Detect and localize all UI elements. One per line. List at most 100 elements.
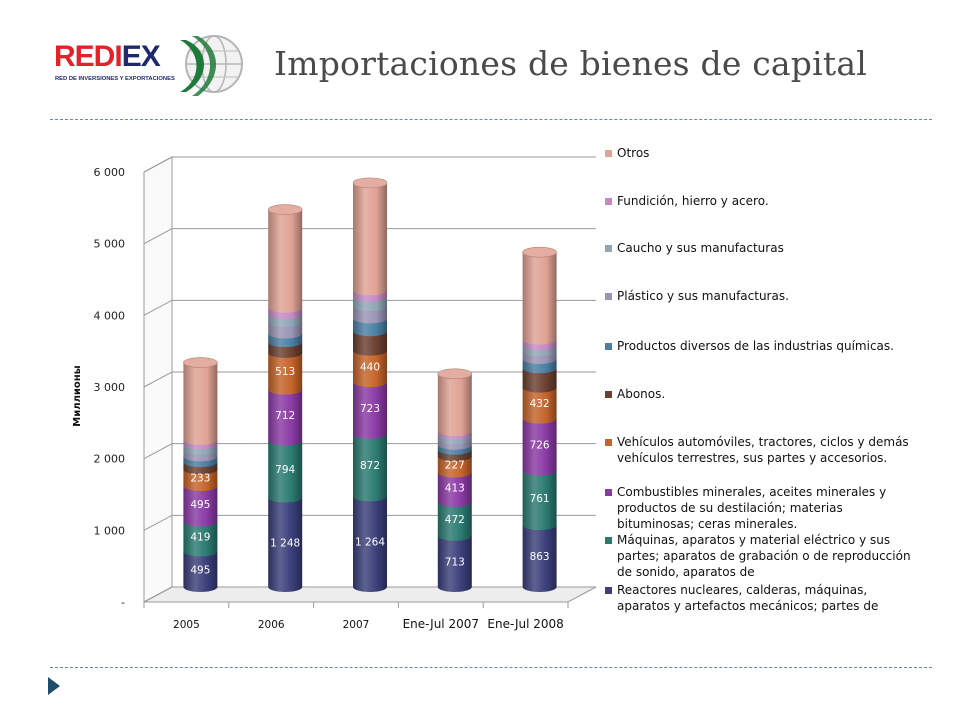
bar-top-cap xyxy=(522,246,557,258)
bar-segment xyxy=(522,525,557,592)
y-tick-label: 3 000 xyxy=(94,381,126,394)
legend-label: Fundición, hierro y acero. xyxy=(617,194,769,208)
bar-segment xyxy=(522,252,557,345)
bar-segment xyxy=(353,496,387,592)
data-label: 432 xyxy=(530,398,550,410)
legend-swatch xyxy=(605,150,612,157)
legend-label: Plástico y sus manufacturas. xyxy=(617,289,789,303)
bar-segment xyxy=(268,497,303,592)
bar-segment xyxy=(437,472,472,508)
bar-segment xyxy=(268,440,303,503)
y-tick-label: 1 000 xyxy=(94,524,126,537)
y-axis-label: Миллионы xyxy=(72,365,83,426)
bar-segment xyxy=(268,209,303,313)
bar-segment xyxy=(522,418,557,476)
logo-name-dark: EX xyxy=(122,40,161,73)
y-tick-label: 2 000 xyxy=(94,453,126,466)
data-label: 513 xyxy=(275,366,295,378)
legend-swatch xyxy=(605,537,612,544)
page-title: Importaciones de bienes de capital xyxy=(274,44,867,83)
legend-label: Otros xyxy=(617,146,650,160)
y-tick-label: 5 000 xyxy=(94,238,126,251)
bar-segment xyxy=(437,456,472,478)
legend-label: Reactores nucleares, calderas, máquinas,… xyxy=(617,583,879,613)
bar-segment xyxy=(353,318,387,337)
data-label: 872 xyxy=(360,460,380,472)
bar-segment xyxy=(353,433,387,502)
gridline xyxy=(143,299,596,316)
bar-segment xyxy=(522,470,557,531)
bar-segment xyxy=(268,352,303,395)
x-tick-label: Ene-Jul 2008 xyxy=(487,617,563,631)
data-label: 233 xyxy=(190,473,210,485)
globe-icon xyxy=(180,35,243,96)
legend-swatch xyxy=(605,391,612,398)
bar-segment xyxy=(183,469,218,492)
data-label: 723 xyxy=(360,403,380,415)
legend-label: Máquinas, aparatos y material eléctrico … xyxy=(617,533,911,579)
data-label: 472 xyxy=(445,514,465,526)
bar-segment xyxy=(353,382,387,439)
legend-label: Combustibles minerales, aceites minerale… xyxy=(617,485,887,531)
data-label: 413 xyxy=(445,482,465,494)
data-label: 1 264 xyxy=(355,537,385,549)
y-tick-label: 4 000 xyxy=(94,309,126,322)
legend-swatch xyxy=(605,489,612,496)
bar-segment xyxy=(353,331,387,356)
data-label: 863 xyxy=(530,551,550,563)
legend-label: Caucho y sus manufacturas xyxy=(617,241,784,255)
logo-tagline: RED DE INVERSIONES Y EXPORTACIONES xyxy=(55,76,175,82)
next-slide-arrow-icon[interactable] xyxy=(48,677,60,695)
bottom-divider xyxy=(50,667,932,668)
legend-label: Productos diversos de las industrias quí… xyxy=(617,339,894,353)
bar-segment xyxy=(437,535,472,592)
bar-segment xyxy=(183,551,218,592)
bar-segment xyxy=(268,389,303,446)
data-label: 726 xyxy=(530,440,550,452)
x-tick-label: 2005 xyxy=(173,619,200,631)
legend-label: Vehículos automóviles, tractores, ciclos… xyxy=(617,435,909,465)
bar-segment xyxy=(437,373,472,437)
legend-swatch xyxy=(605,439,612,446)
data-label: 440 xyxy=(360,361,380,373)
y-tick-label: 6 000 xyxy=(94,166,126,179)
legend-swatch xyxy=(605,293,612,300)
bar-segment xyxy=(437,502,472,541)
rediex-logo: REDIEX RED DE INVERSIONES Y EXPORTACIONE… xyxy=(54,35,243,96)
bar-segment xyxy=(522,368,557,393)
x-tick-label: 2007 xyxy=(343,619,370,631)
bar-segment xyxy=(183,521,218,557)
bar-top-cap xyxy=(352,177,388,189)
gridline xyxy=(143,228,596,245)
legend-swatch xyxy=(605,245,612,252)
data-label: 227 xyxy=(445,459,465,471)
data-label: 761 xyxy=(530,493,550,505)
bar-top-cap xyxy=(183,357,218,368)
top-divider xyxy=(50,119,932,120)
data-label: 419 xyxy=(190,532,210,544)
data-label: 1 248 xyxy=(270,537,300,549)
svg-text:REDIEX: REDIEX xyxy=(54,40,161,73)
legend-swatch xyxy=(605,587,612,594)
data-label: 713 xyxy=(445,556,465,568)
data-label: 712 xyxy=(275,410,295,422)
bar-top-cap xyxy=(437,368,473,380)
data-label: 495 xyxy=(190,499,210,511)
logo-name-red: REDI xyxy=(54,40,122,73)
gridline xyxy=(143,156,596,173)
bar-top-cap xyxy=(267,204,303,215)
bar-segment xyxy=(353,350,387,388)
data-label: 794 xyxy=(275,464,295,476)
bar-segment xyxy=(183,362,218,445)
y-tick-label: - xyxy=(121,596,125,609)
bar-segment xyxy=(353,182,387,296)
legend-label: Abonos. xyxy=(617,387,666,401)
x-tick-label: Ene-Jul 2007 xyxy=(403,617,479,631)
data-label: 495 xyxy=(190,564,210,576)
bar-segment xyxy=(522,387,557,424)
legend-swatch xyxy=(605,198,612,205)
legend-swatch xyxy=(605,343,612,350)
x-tick-label: 2006 xyxy=(258,619,285,631)
bar-segment xyxy=(183,486,218,527)
